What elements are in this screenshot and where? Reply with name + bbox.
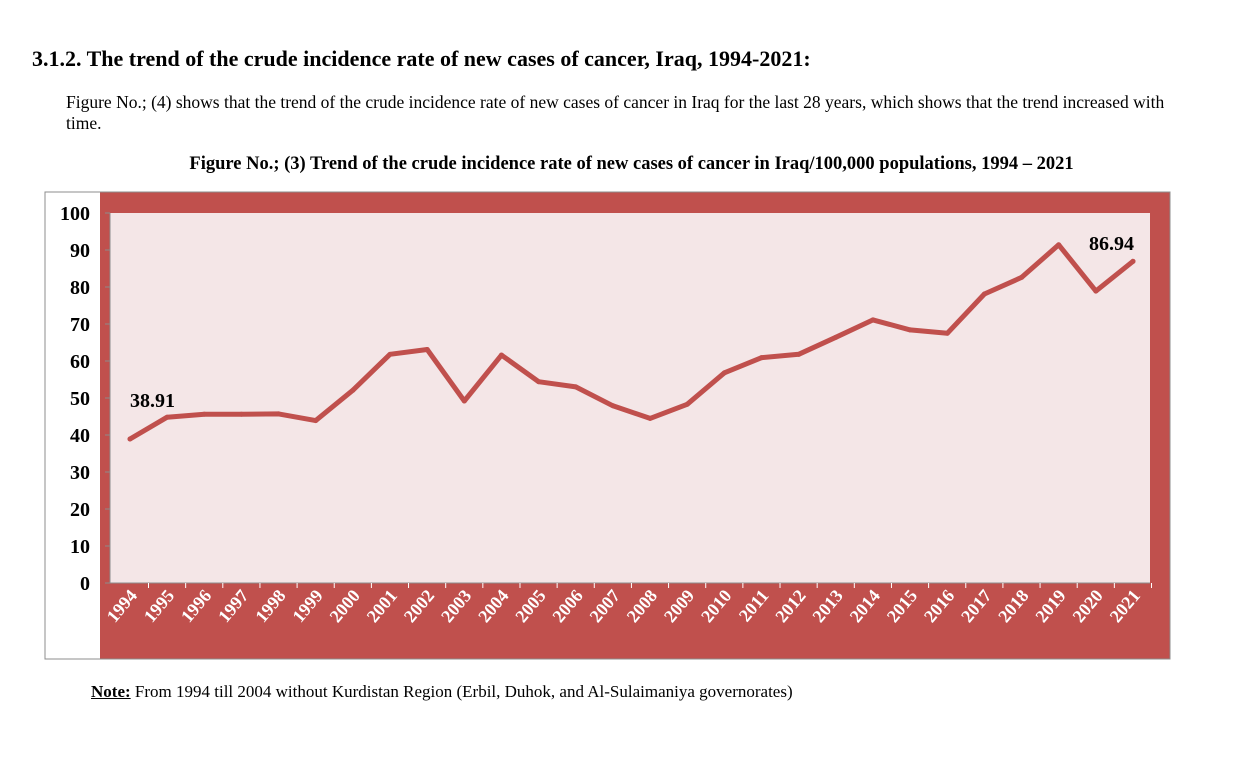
y-tick-label: 40	[70, 425, 90, 447]
data-point	[1019, 274, 1025, 280]
data-point	[276, 411, 282, 417]
y-tick-label: 30	[70, 462, 90, 484]
data-point	[721, 370, 727, 376]
data-point	[647, 415, 653, 421]
y-tick-label: 70	[70, 314, 90, 336]
y-tick-label: 60	[70, 351, 90, 373]
intro-paragraph: Figure No.; (4) shows that the trend of …	[66, 92, 1165, 133]
section-heading: 3.1.2. The trend of the crude incidence …	[32, 46, 811, 71]
data-point	[870, 317, 876, 323]
data-point	[536, 379, 542, 385]
data-point	[573, 384, 579, 390]
data-label: 38.91	[130, 390, 175, 412]
data-point	[238, 411, 244, 417]
footnote: Note: From 1994 till 2004 without Kurdis…	[91, 682, 793, 702]
data-point	[127, 436, 133, 442]
data-point	[1056, 242, 1062, 248]
data-point	[350, 387, 356, 393]
data-point	[833, 334, 839, 340]
y-tick-label: 0	[80, 573, 90, 595]
y-tick-label: 80	[70, 277, 90, 299]
data-point	[461, 398, 467, 404]
data-point	[684, 401, 690, 407]
y-tick-label: 20	[70, 499, 90, 521]
data-point	[201, 411, 207, 417]
data-point	[981, 291, 987, 297]
data-point	[759, 355, 765, 361]
data-point	[424, 347, 430, 353]
data-point	[498, 352, 504, 358]
y-tick-label: 100	[60, 203, 90, 225]
data-point	[1093, 288, 1099, 294]
series-line	[127, 242, 1136, 442]
plot-area	[110, 213, 1150, 583]
data-point	[907, 327, 913, 333]
data-point	[610, 403, 616, 409]
data-point	[313, 418, 319, 424]
note-text: From 1994 till 2004 without Kurdistan Re…	[130, 682, 793, 701]
y-tick-label: 50	[70, 388, 90, 410]
data-point	[387, 351, 393, 357]
data-label: 86.94	[1089, 233, 1134, 255]
data-point	[796, 351, 802, 357]
data-point	[164, 414, 170, 420]
note-label: Note:	[91, 682, 131, 701]
data-point	[944, 330, 950, 336]
y-tick-label: 10	[70, 536, 90, 558]
data-point	[1130, 258, 1136, 264]
figure-caption: Figure No.; (3) Trend of the crude incid…	[189, 154, 1074, 174]
y-tick-label: 90	[70, 240, 90, 262]
